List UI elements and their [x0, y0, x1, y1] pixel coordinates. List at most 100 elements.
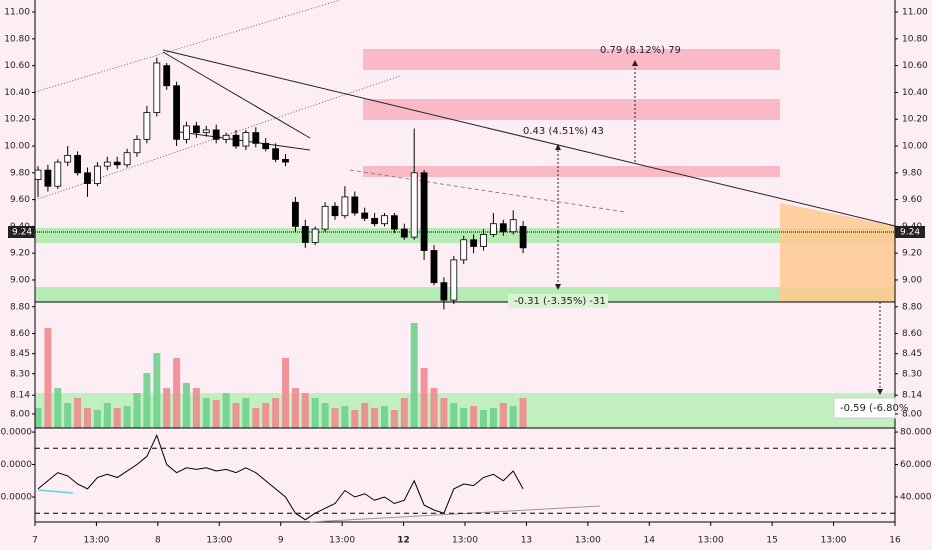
annotation: -0.31 (-3.35%) -31	[514, 296, 606, 307]
volume-bar	[133, 393, 141, 428]
volume-bar	[153, 353, 161, 428]
x-tick-label: 13:00	[575, 536, 601, 546]
candle-body	[311, 228, 319, 243]
candle-body	[183, 125, 190, 140]
support-zone	[35, 287, 895, 302]
volume-bar	[163, 388, 171, 428]
volume-bar	[282, 358, 289, 428]
trendline	[349, 169, 626, 213]
arrowhead	[877, 389, 883, 395]
candle-body	[74, 154, 81, 174]
candle-body	[410, 172, 418, 238]
candle-body	[133, 138, 141, 154]
marks	[34, 57, 527, 428]
y-tick-label: 80.0000	[900, 428, 932, 438]
volume-bar	[420, 368, 428, 428]
volume-bar	[301, 393, 309, 428]
candle-body	[381, 215, 388, 225]
y-tick-label: 10.80	[902, 34, 928, 44]
candle-body	[34, 169, 42, 180]
y-tick-label: 40.0000	[900, 492, 932, 502]
y-tick-label: 60.0000	[900, 460, 932, 470]
y-tick-label: 10.80	[4, 34, 30, 44]
price-tag	[8, 226, 35, 238]
volume-bar	[54, 388, 62, 428]
rsi-trendline	[309, 505, 601, 523]
x-tick-label: 13:00	[329, 536, 355, 546]
x-tick-label: 13:00	[206, 536, 232, 546]
volume-bar	[202, 398, 210, 428]
candle-body	[44, 169, 52, 187]
volume-bar	[351, 410, 359, 428]
volume-bar	[84, 408, 91, 428]
volume-bar	[410, 323, 418, 428]
x-tick-label: 7	[32, 536, 38, 546]
x-tick-label: 9	[278, 536, 284, 546]
volume-bar	[212, 400, 220, 428]
candle-body	[212, 129, 220, 140]
volume-bar	[192, 388, 200, 428]
x-tick-label: 12	[397, 536, 410, 546]
y-tick-label: 10.60	[4, 61, 30, 71]
wedge-line	[162, 51, 311, 139]
y-tick-label: 8.30	[902, 369, 922, 379]
candle-body	[163, 65, 171, 87]
candle-body	[202, 129, 210, 134]
volume-bar	[460, 408, 468, 428]
candle-body	[173, 85, 181, 140]
volume-bar	[489, 408, 497, 428]
candle-body	[460, 239, 468, 261]
y-tick-label: 8.14	[902, 391, 922, 401]
x-tick-label: 16	[889, 536, 901, 546]
price-tag-label: 9.24	[900, 228, 920, 238]
candle-body	[371, 217, 379, 225]
y-tick-label: 9.20	[10, 249, 30, 259]
volume-bar	[252, 408, 260, 428]
volume-bar	[430, 388, 438, 428]
volume-bar	[242, 398, 250, 428]
candle-body	[440, 282, 448, 301]
candle-body	[123, 152, 131, 166]
volume-bar	[272, 398, 280, 428]
volume-bar	[123, 406, 131, 428]
volume-bar	[450, 403, 458, 428]
x-tick-label: 8	[155, 536, 161, 546]
candle-body	[232, 134, 240, 147]
x-tick-label: 13:00	[698, 536, 724, 546]
volume-bar	[262, 403, 270, 428]
arrows	[557, 64, 881, 391]
x-tick-label: 14	[644, 536, 656, 546]
y-tick-label: 9.60	[902, 195, 922, 205]
y-tick-label: 9.20	[902, 249, 922, 259]
target-zone	[780, 203, 895, 302]
label-bg	[508, 294, 608, 308]
volume-bar	[390, 410, 398, 428]
x-tick-label: 13	[521, 536, 532, 546]
candle-body	[143, 112, 151, 140]
candle-body	[84, 172, 91, 184]
resistance-zone	[363, 49, 780, 70]
candle-body	[192, 125, 200, 134]
volume-bar	[93, 410, 101, 428]
volume-bar	[103, 403, 111, 428]
y-tick-label: 11.00	[902, 8, 928, 18]
candle-body	[470, 239, 478, 247]
y-tick-label: 10.20	[902, 115, 928, 125]
volume-bar	[331, 408, 339, 428]
y-tick-label: 10.00	[902, 142, 928, 152]
candle-body	[331, 205, 339, 217]
y-tick-label: 8.60	[10, 329, 30, 339]
volume-bar	[519, 398, 527, 428]
volume-bar	[371, 408, 379, 428]
candle-body	[222, 134, 230, 140]
trendline	[162, 49, 896, 227]
price-tag	[895, 226, 925, 238]
y-tick-label: 9.80	[10, 168, 30, 178]
y-tick-label: 8.45	[10, 349, 30, 359]
y-tick-label: 40.0000	[0, 492, 32, 502]
candle-body	[400, 228, 408, 238]
volume-bar	[183, 383, 190, 428]
candle-body	[272, 148, 280, 160]
y-tick-label: 10.20	[4, 115, 30, 125]
candle-body	[321, 205, 329, 230]
